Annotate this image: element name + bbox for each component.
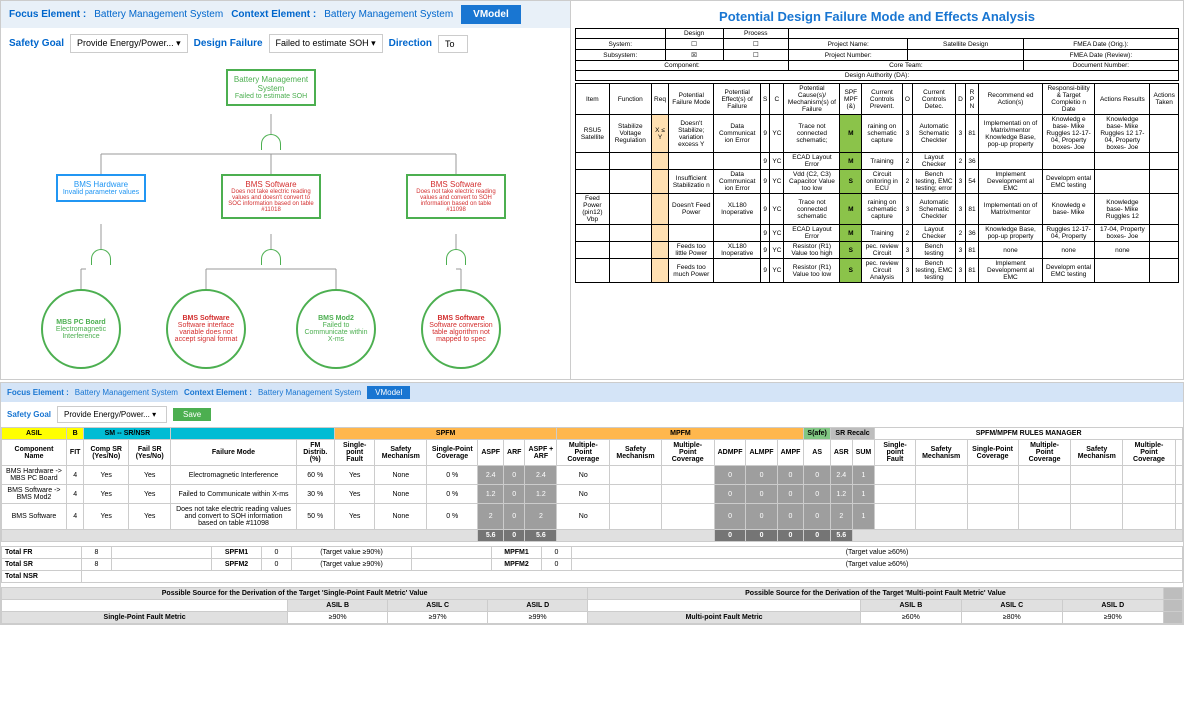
totals-table: Total FR8SPFM10(Target value ≥90%)MPFM10… xyxy=(1,546,1183,583)
focus-value: Battery Management System xyxy=(94,9,223,20)
tree-node-sw1[interactable]: BMS SoftwareDoes not take electric readi… xyxy=(221,174,321,219)
direction-label: Direction xyxy=(389,38,432,49)
safety-goal-label: Safety Goal xyxy=(9,38,64,49)
or-gate-2 xyxy=(91,249,111,265)
direction-dropdown[interactable]: To xyxy=(438,35,468,53)
filter-row: Safety Goal Provide Energy/Power... ▾ De… xyxy=(1,28,570,59)
tree-node-hw[interactable]: BMS HardwareInvalid parameter values xyxy=(56,174,146,202)
design-failure-label: Design Failure xyxy=(194,38,263,49)
leaf-mbs-pc[interactable]: MBS PC BoardElectromagnetic Interference xyxy=(41,289,121,369)
tree-node-sw2[interactable]: BMS SoftwareDoes not take electric readi… xyxy=(406,174,506,219)
or-gate-4 xyxy=(446,249,466,265)
fault-tree-diagram: Battery Management SystemFailed to estim… xyxy=(1,59,570,379)
context-value: Battery Management System xyxy=(324,9,453,20)
safety-goal-dropdown[interactable]: Provide Energy/Power... ▾ xyxy=(70,34,188,53)
or-gate-3 xyxy=(261,249,281,265)
tree-root-node[interactable]: Battery Management SystemFailed to estim… xyxy=(226,69,316,106)
bottom-filter: Safety Goal Provide Energy/Power... ▾ Sa… xyxy=(1,402,1183,427)
save-button[interactable]: Save xyxy=(173,408,211,421)
leaf-sw-conv[interactable]: BMS SoftwareSoftware conversion table al… xyxy=(421,289,501,369)
source-table: Possible Source for the Derivation of th… xyxy=(1,587,1183,624)
fmea-header-table: DesignProcess System:☐☐Project Name:Sate… xyxy=(575,28,1179,81)
vmodel-button[interactable]: VModel xyxy=(461,5,521,24)
or-gate xyxy=(261,134,281,150)
top-header-bar: Focus Element : Battery Management Syste… xyxy=(1,1,570,28)
focus-label: Focus Element : xyxy=(9,9,86,20)
fmea-main-table: ItemFunctionReqPotential Failure ModePot… xyxy=(575,83,1179,283)
bottom-vmodel-button[interactable]: VModel xyxy=(367,386,410,399)
leaf-sw-iface[interactable]: BMS SoftwareSoftware interface variable … xyxy=(166,289,246,369)
metric-table: ASIL B SM -- SR/NSR SPFM MPFM S(afe) SR … xyxy=(1,427,1183,542)
bottom-safety-goal-dropdown[interactable]: Provide Energy/Power... ▾ xyxy=(57,406,167,423)
design-failure-dropdown[interactable]: Failed to estimate SOH ▾ xyxy=(269,34,383,53)
bottom-header: Focus Element : Battery Management Syste… xyxy=(1,383,1183,402)
context-label: Context Element : xyxy=(231,9,316,20)
fmea-title: Potential Design Failure Mode and Effect… xyxy=(575,5,1179,28)
leaf-mod2[interactable]: BMS Mod2Failed to Communicate within X-m… xyxy=(296,289,376,369)
